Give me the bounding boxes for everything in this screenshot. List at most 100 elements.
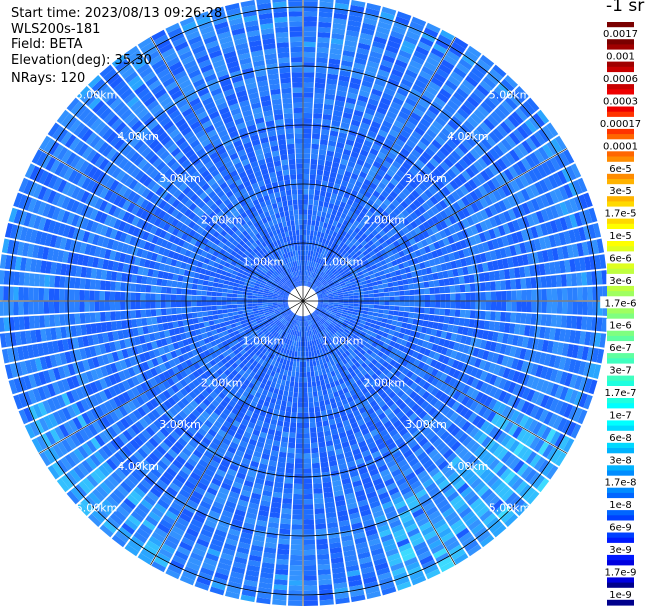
data-bin [303,417,309,423]
data-bin [326,257,331,263]
data-bin [127,540,142,552]
data-bin [310,261,314,267]
data-bin [438,315,445,323]
data-bin [479,121,492,134]
data-bin [158,548,173,559]
data-bin [72,337,80,349]
data-bin [319,325,324,331]
data-bin [121,348,129,359]
data-bin [265,315,272,320]
data-bin [321,254,326,261]
data-bin [474,526,488,539]
data-bin [329,323,335,329]
data-bin [270,342,276,348]
data-bin [554,433,566,448]
data-bin [326,234,332,241]
data-bin [525,313,532,325]
data-bin [318,297,324,300]
data-bin [145,456,157,467]
data-bin [319,451,328,458]
data-bin [372,416,381,424]
data-bin [349,470,359,478]
data-bin [488,362,497,374]
data-bin [377,169,386,178]
data-bin [431,490,443,501]
data-bin [353,453,363,461]
data-bin [198,571,213,582]
data-bin [229,352,236,359]
data-bin [417,550,432,561]
data-bin [89,346,97,357]
data-bin [516,463,529,477]
data-bin [151,357,159,367]
data-bin [231,437,241,445]
data-bin [338,304,344,308]
data-bin [257,331,264,337]
data-bin [175,372,184,381]
data-bin [448,277,455,286]
data-bin [554,203,564,217]
data-bin [303,321,305,327]
data-bin [339,348,345,355]
data-bin [318,441,326,448]
data-bin [384,437,394,446]
data-bin [227,373,235,381]
data-bin [184,345,192,353]
data-bin [322,238,327,244]
data-bin [334,380,340,387]
data-bin [404,35,418,46]
data-bin [312,478,322,484]
data-bin [413,50,427,61]
data-bin [497,332,504,343]
data-bin [32,388,42,403]
data-bin [334,215,340,222]
data-bin [479,509,493,522]
data-bin [343,305,349,308]
data-bin [439,308,446,316]
data-bin [290,318,294,324]
data-bin [196,334,204,341]
data-bin [394,291,400,296]
data-bin [337,206,345,213]
data-bin [220,380,228,388]
data-bin [309,266,313,272]
data-bin [540,380,550,394]
data-bin [317,242,322,248]
data-bin [323,340,329,347]
data-bin [138,418,149,429]
data-bin [231,326,238,332]
data-bin [540,223,549,236]
data-bin [497,82,511,96]
data-bin [330,38,344,45]
data-bin [99,343,107,355]
data-bin [310,164,317,170]
data-bin [358,211,366,219]
data-bin [518,484,532,498]
data-bin [351,522,363,530]
data-bin [286,339,291,345]
data-bin [370,214,378,222]
data-bin [275,345,280,351]
data-bin [343,301,349,304]
data-bin [526,337,534,349]
data-bin [307,387,313,393]
data-bin [285,349,290,355]
data-bin [358,274,365,279]
data-bin [364,359,371,366]
data-bin [271,496,282,504]
data-bin [327,388,333,395]
data-bin [266,380,272,387]
data-bin [315,309,320,313]
data-bin [354,340,361,346]
data-bin [344,344,350,350]
data-bin [314,513,326,520]
data-bin [504,513,518,527]
data-bin [278,415,285,422]
data-bin [342,376,349,383]
data-bin [512,128,525,142]
data-bin [322,281,328,286]
data-bin [395,576,410,586]
data-bin [493,388,503,400]
data-bin [246,564,260,572]
data-bin [284,385,290,392]
